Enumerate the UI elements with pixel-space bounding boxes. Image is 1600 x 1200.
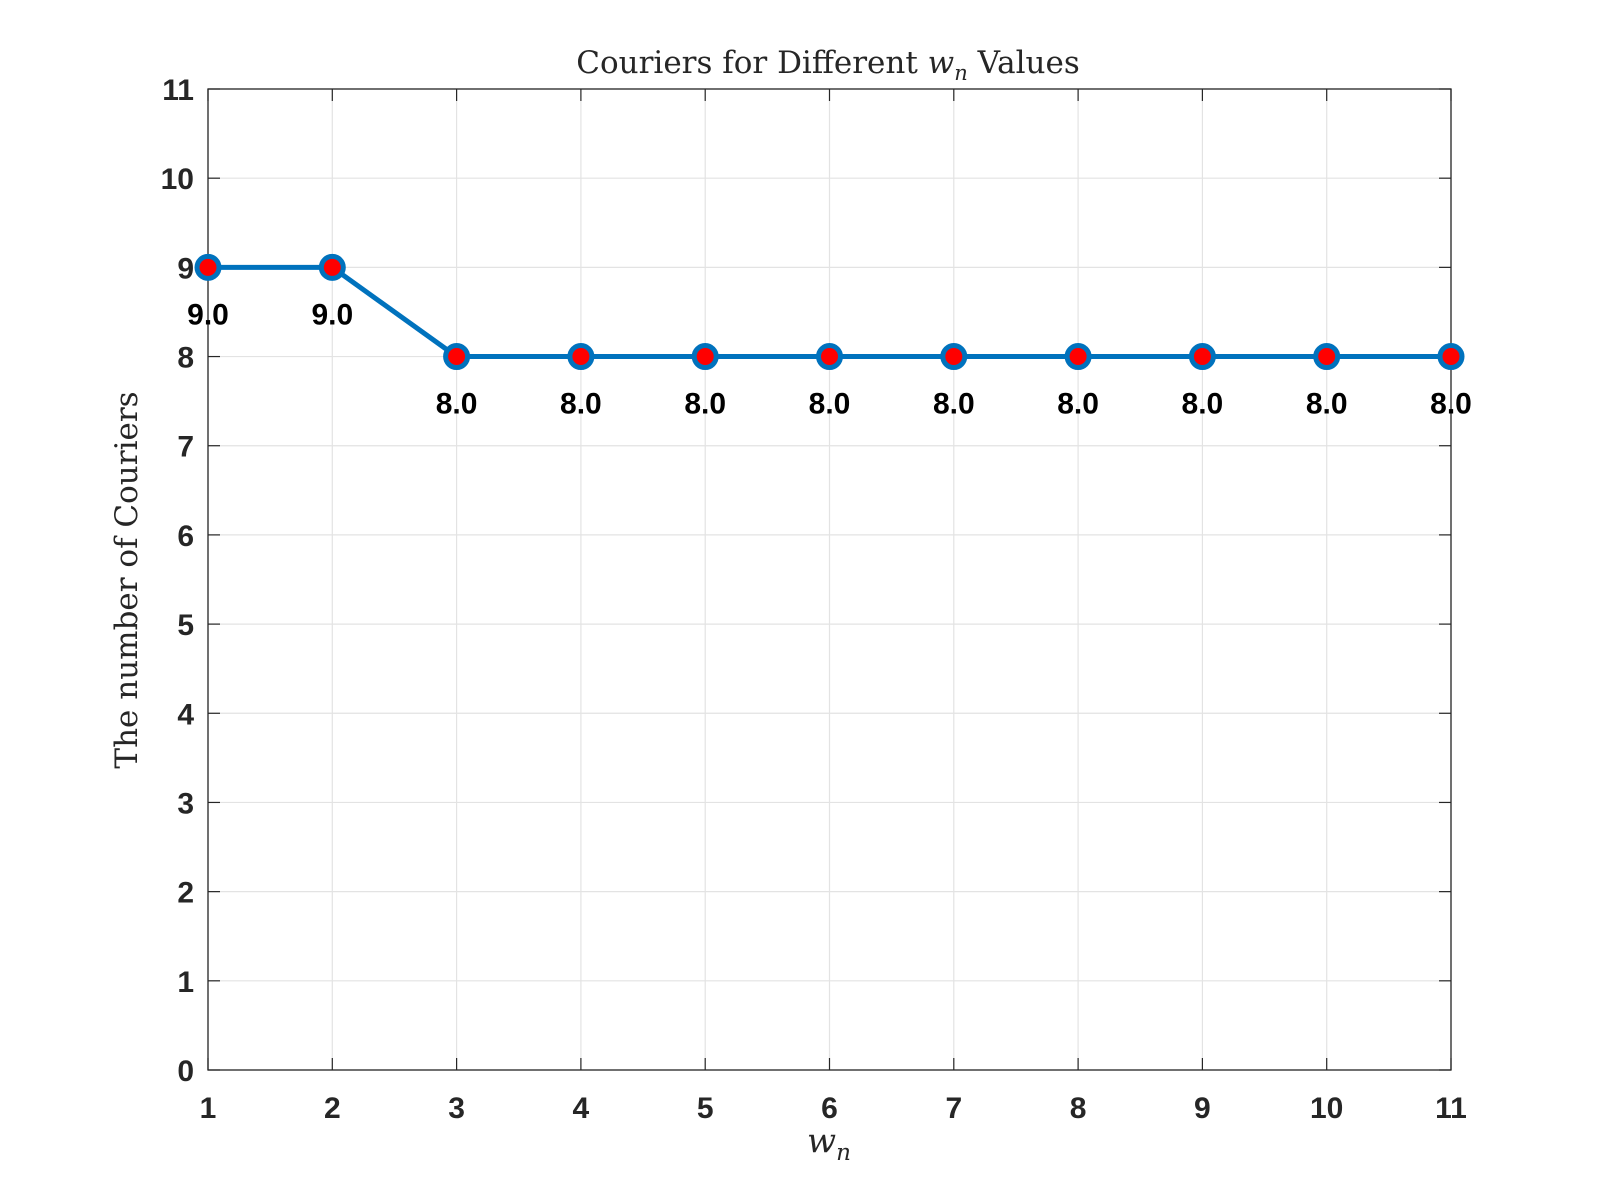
data-point — [318, 253, 346, 281]
y-tick-label: 6 — [177, 520, 194, 553]
data-point — [816, 343, 843, 371]
x-tick-label: 10 — [1310, 1092, 1343, 1125]
y-tick-label: 4 — [177, 698, 194, 731]
y-tick-label: 2 — [177, 877, 194, 910]
data-label: 8.0 — [1057, 388, 1099, 421]
x-tick-label: 3 — [448, 1092, 465, 1125]
data-point — [1313, 343, 1341, 371]
x-tick-label: 4 — [573, 1092, 590, 1125]
data-point — [567, 343, 595, 371]
y-tick-label: 8 — [177, 342, 194, 375]
data-label: 8.0 — [933, 388, 975, 421]
y-tick-label: 1 — [177, 966, 194, 999]
data-label: 8.0 — [1182, 388, 1224, 421]
x-tick-label: 5 — [697, 1092, 714, 1125]
data-label: 8.0 — [560, 388, 602, 421]
data-point — [1437, 343, 1465, 371]
y-axis-label: The number of Couriers — [109, 391, 145, 768]
data-point — [1188, 343, 1216, 371]
data-point — [691, 343, 719, 371]
data-point — [940, 343, 968, 371]
y-tick-label: 9 — [177, 252, 194, 285]
y-tick-labels: 0 1 2 3 4 5 6 7 8 9 10 11 — [161, 74, 195, 1088]
data-point — [194, 253, 222, 281]
y-tick-label: 11 — [162, 74, 194, 107]
x-tick-label: 1 — [200, 1092, 217, 1125]
x-tick-label: 9 — [1194, 1092, 1211, 1125]
x-tick-label: 2 — [324, 1092, 341, 1125]
data-labels: 9.0 9.0 8.0 8.0 8.0 8.0 8.0 8.0 8.0 8.0 8.0 — [187, 298, 1472, 420]
x-tick-label: 7 — [945, 1092, 962, 1125]
y-tick-label: 0 — [177, 1055, 194, 1088]
x-tick-label: 11 — [1435, 1092, 1467, 1125]
data-label: 9.0 — [187, 298, 229, 331]
data-label: 8.0 — [1306, 388, 1348, 421]
x-axis-label: wn — [807, 1121, 851, 1166]
x-tick-labels: 1 2 3 4 5 6 7 8 9 10 11 — [200, 1092, 1467, 1125]
chart-title: Couriers for Different wn Values — [576, 45, 1080, 85]
data-label: 9.0 — [311, 298, 353, 331]
data-label: 8.0 — [1430, 388, 1472, 421]
data-label: 8.0 — [436, 388, 478, 421]
data-point — [1064, 343, 1092, 371]
data-label: 8.0 — [684, 388, 726, 421]
x-tick-label: 8 — [1070, 1092, 1087, 1125]
y-tick-label: 10 — [161, 163, 194, 196]
data-label: 8.0 — [809, 388, 851, 421]
y-tick-label: 3 — [177, 787, 194, 820]
data-point — [443, 343, 471, 371]
y-tick-label: 7 — [177, 431, 194, 464]
x-tick-label: 6 — [821, 1092, 838, 1125]
y-tick-label: 5 — [177, 609, 194, 642]
series-layer — [194, 253, 1465, 371]
plot-frame — [207, 88, 1452, 1071]
